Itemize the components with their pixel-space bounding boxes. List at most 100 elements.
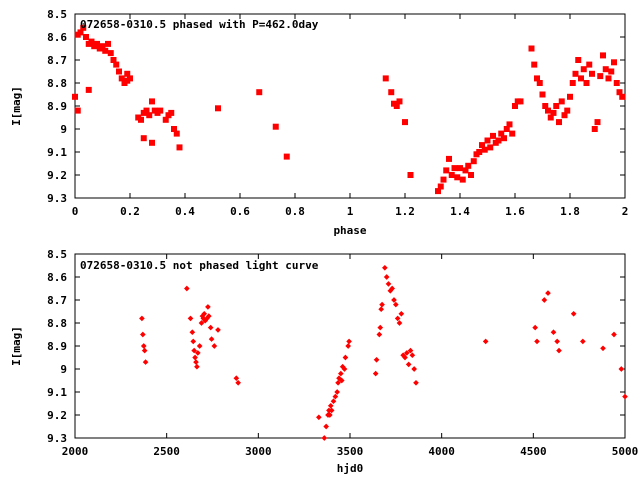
phased-plot-data-point (512, 103, 518, 109)
phased-plot-data-point (176, 144, 183, 151)
phased-plot-data-point (547, 114, 554, 121)
phased-plot-data-point (149, 139, 155, 146)
phased-plot-ytick-label: 9.2 (47, 169, 67, 182)
light-curve-plot-data-point (328, 407, 335, 414)
phased-plot: 0 0.2 0.4 0.6 0.8 1 1.2 1.4 1.6 1.8 2 8.5 8.6 8.7 8.8 8… (10, 8, 628, 237)
phased-plot-data-point (388, 89, 395, 96)
phased-plot-xtick-label: 1.2 (395, 205, 415, 218)
phased-plot-data-point (605, 75, 612, 82)
light-curve-plot-data-point (201, 310, 208, 317)
light-curve-plot-data-point (235, 379, 241, 386)
phased-plot-data-point (94, 40, 100, 47)
light-curve-plot-ytick-label: 8.7 (47, 294, 67, 307)
light-curve-plot-data-point (545, 290, 551, 296)
phased-plot-data-point (140, 135, 147, 142)
phased-plot-data-point (572, 70, 579, 77)
light-curve-plot-data-point (198, 320, 205, 326)
light-curve-plot-data-point (346, 338, 352, 345)
phased-plot-data-point (446, 155, 452, 162)
light-curve-plot-data-point (550, 329, 557, 336)
phased-plot-data-point (583, 80, 590, 86)
phased-plot-data-point (561, 112, 568, 119)
phased-plot-data-point (602, 66, 609, 73)
phased-plot-data-point (487, 144, 494, 151)
phased-plot-data-point (490, 132, 496, 139)
phased-plot-points (72, 24, 626, 195)
phased-plot-data-point (575, 57, 582, 63)
phased-plot-xtick-label: 0.2 (120, 205, 140, 218)
phased-plot-data-point (534, 75, 540, 82)
phased-plot-data-point (72, 93, 78, 100)
light-curve-plot-data-point (405, 361, 412, 368)
light-curve-plot-data-point (206, 313, 212, 319)
light-curve-plot-data-point (338, 370, 344, 377)
phased-plot-data-point (105, 40, 111, 47)
light-curve-plot-data-point (482, 338, 489, 345)
phased-plot-data-point (173, 130, 180, 137)
phased-plot-title: 072658-0310.5 phased with P=462.0day (80, 18, 319, 31)
light-curve-plot-data-point (193, 359, 199, 365)
light-curve-plot-data-point (142, 359, 149, 365)
light-curve-plot-data-point (404, 350, 410, 356)
light-curve-plot-data-point (330, 398, 337, 405)
phased-plot-data-point (536, 80, 543, 86)
phased-plot-data-point (503, 126, 510, 132)
light-curve-plot-data-point (411, 366, 417, 372)
phased-plot-data-point (517, 98, 524, 105)
phased-plot-data-point (608, 68, 615, 75)
light-curve-plot-xtick-label: 4500 (520, 445, 547, 458)
light-curve-plot-xtick-label: 3000 (245, 445, 272, 458)
phased-plot-data-point (448, 172, 455, 178)
phased-plot-xtick-label: 2 (622, 205, 629, 218)
phased-plot-data-point (157, 107, 164, 114)
phased-plot-data-point (498, 130, 505, 137)
phased-plot-data-point (396, 98, 403, 105)
phased-plot-data-point (272, 123, 279, 130)
phased-plot-data-point (597, 73, 604, 80)
light-curve-plot-data-point (191, 347, 197, 354)
phased-plot-data-point (594, 119, 601, 126)
phased-plot-data-point (457, 165, 463, 172)
phased-plot-data-point (124, 70, 131, 77)
phased-plot-ytick-label: 8.6 (47, 31, 67, 44)
light-curve-plot-data-point (373, 356, 380, 363)
light-curve-plot-data-point (618, 366, 625, 372)
light-curve-plot-ylabel: I[mag] (10, 326, 23, 366)
phased-plot-data-point (107, 50, 114, 57)
phased-plot-data-point (613, 80, 620, 86)
light-curve-plot-data-point (402, 354, 408, 361)
light-curve-plot-data-point (376, 331, 383, 338)
light-curve-plot-data-point (327, 412, 333, 418)
light-curve-plot-data-point (233, 375, 240, 382)
light-curve-plot-points (139, 264, 628, 441)
phased-plot-ytick-label: 8.7 (47, 54, 67, 67)
light-curve-plot-data-point (372, 370, 379, 377)
light-curve-plot-data-point (580, 338, 586, 345)
light-curve-plot-xtick-label: 3500 (337, 445, 364, 458)
light-curve-plot-xtick-label: 2500 (153, 445, 180, 458)
phased-plot-xtick-label: 1.6 (505, 205, 525, 218)
phased-plot-data-point (462, 167, 469, 174)
phased-plot-data-point (509, 130, 516, 137)
phased-plot-data-point (550, 109, 557, 116)
light-curve-plot-data-point (407, 347, 414, 354)
light-curve-plot-title: 072658-0310.5 not phased light curve (80, 259, 319, 272)
phased-plot-xtick-label: 0.8 (285, 205, 305, 218)
light-curve-plot-data-point (396, 320, 403, 326)
light-curve-plot-data-point (140, 331, 146, 338)
light-curve-plot-data-point (378, 306, 384, 313)
light-curve-plot-xlabel: hjd0 (337, 462, 364, 475)
light-curve-plot-data-point (341, 366, 348, 372)
light-curve-plot: 2000 2500 3000 3500 4000 4500 5000 8.5 8.6 8.7 8.8… (10, 248, 638, 475)
light-curve-plot-xtick-label: 2000 (62, 445, 89, 458)
phased-plot-data-point (143, 107, 150, 114)
light-curve-plot-data-point (611, 331, 617, 338)
phased-plot-data-point (116, 68, 122, 75)
light-curve-plot-data-point (345, 343, 351, 349)
light-curve-plot-data-point (556, 347, 562, 354)
phased-plot-data-point (569, 80, 576, 86)
phased-plot-data-point (470, 158, 477, 165)
light-curve-plot-data-point (393, 301, 399, 308)
phased-plot-ytick-label: 8.5 (47, 8, 67, 21)
